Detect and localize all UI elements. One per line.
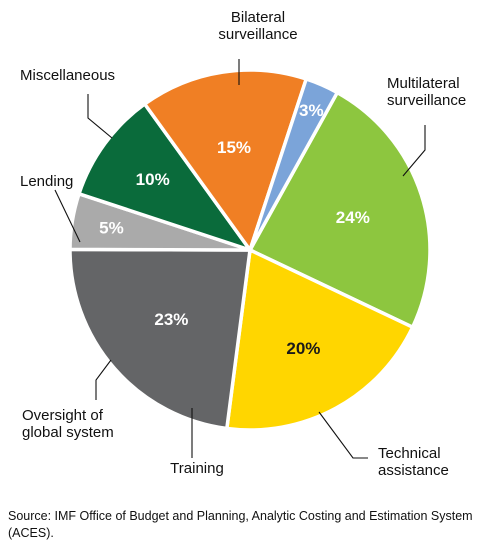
slice-category-label: Technical assistance [378,445,449,479]
slice-percent-label: 3% [299,101,324,120]
slice-percent-label: 5% [99,219,124,238]
leader-line [95,359,112,400]
slice-percent-label: 24% [336,208,370,227]
pie-slices [68,68,432,432]
slice-oversight-of-global-system [77,102,252,252]
slice-category-label: Multilateral surveillance [387,75,466,109]
slice-category-label: Bilateral surveillance [218,9,297,43]
leader-line [318,411,368,459]
slice-miscellaneous [248,77,340,252]
labels: 24% Bilateral surveillance 20% Multilateral s… [20,9,466,479]
leader-lines [54,59,426,459]
slice-percent-label: 15% [217,138,251,157]
leader-line [402,125,426,177]
leader-line [87,94,113,139]
pie-chart: 24% Bilateral surveillance 20% Multilateral s… [20,9,466,479]
slice-multilateral-surveillance [225,248,415,432]
slice-lending [142,68,308,252]
slice-percent-label: 23% [154,310,188,329]
slice-bilateral-surveillance [248,90,432,329]
slice-category-label: Oversight of global system [22,407,114,441]
slice-category-label: Training [170,460,224,477]
slice-percent-label: 20% [286,339,320,358]
source-note: Source: IMF Office of Budget and Plannin… [8,509,473,540]
slice-category-label: Miscellaneous [20,67,115,84]
leader-line [54,189,81,243]
slice-percent-label: 10% [136,170,170,189]
slice-technical-assistance [68,247,252,431]
slice-category-label: Lending [20,173,73,190]
